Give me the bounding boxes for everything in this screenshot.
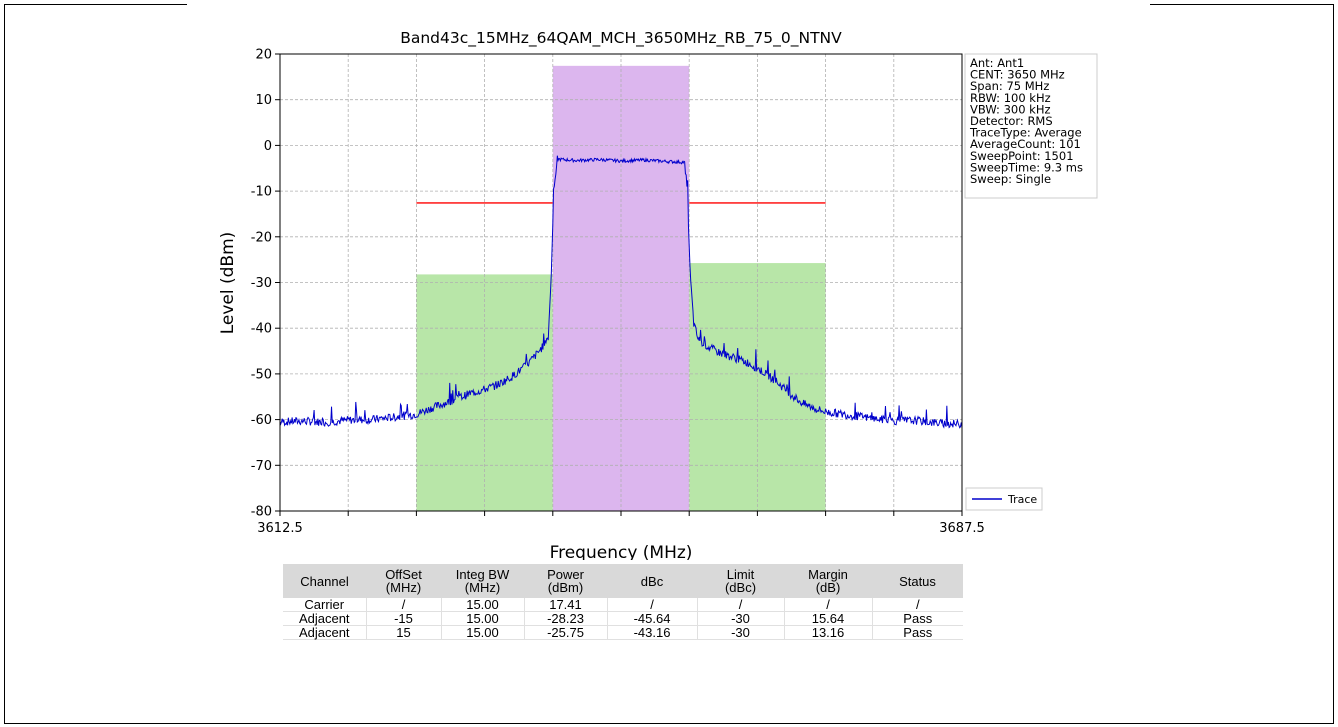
x-tick-label: 3687.5	[939, 521, 985, 536]
table-row: Carrier / 15.00 17.41 / / / /	[283, 598, 963, 612]
results-table-header: Channel OffSet (MHz) Integ BW (MHz) Powe…	[283, 564, 963, 598]
info-line: Sweep: Single	[970, 172, 1051, 186]
y-tick-label: 10	[255, 93, 272, 108]
table-cell: 15.00	[441, 598, 525, 612]
table-cell: Pass	[872, 625, 963, 640]
table-cell: -25.75	[524, 625, 608, 640]
info-line: SweepPoint: 1501	[970, 149, 1074, 163]
y-tick-label: -60	[251, 413, 272, 428]
legend: Trace	[965, 487, 1043, 511]
trace-layer	[279, 155, 963, 429]
x-ticks-layer: 3612.5 3687.5	[257, 511, 985, 536]
page-frame	[4, 4, 1334, 724]
table-cell: 15	[366, 625, 442, 640]
table-cell: 13.16	[784, 625, 873, 640]
table-cell: 17.41	[524, 598, 608, 612]
table-cell: -45.64	[607, 611, 698, 626]
table-cell: Carrier	[283, 598, 367, 612]
table-cell: /	[697, 598, 785, 612]
y-ticks-layer: 20 10 0 -10 -20 -30 -40 -50 -60 -70 -80	[251, 48, 280, 520]
info-line: VBW: 300 kHz	[970, 102, 1051, 116]
info-line: CENT: 3650 MHz	[970, 68, 1065, 82]
table-cell: /	[366, 598, 442, 612]
table-cell: /	[872, 598, 963, 612]
y-tick-label: -70	[251, 459, 272, 474]
table-cell: -15	[366, 611, 442, 626]
info-line: RBW: 100 kHz	[970, 91, 1051, 105]
legend-frame	[965, 487, 1043, 511]
y-tick-label: -30	[251, 276, 272, 291]
col-header-margin: Margin (dB)	[784, 564, 872, 598]
col-header-offset: OffSet (MHz)	[366, 564, 441, 598]
y-axis-label: Level (dBm)	[218, 232, 238, 335]
table-cell: Pass	[872, 611, 963, 626]
col-header-limit: Limit (dBc)	[697, 564, 784, 598]
table-cell: /	[784, 598, 873, 612]
chart-title: Band43c_15MHz_64QAM_MCH_3650MHz_RB_75_0_…	[400, 29, 842, 48]
results-table: Channel OffSet (MHz) Integ BW (MHz) Powe…	[283, 564, 963, 640]
y-tick-label: -80	[251, 505, 272, 520]
info-line: Ant: Ant1	[970, 56, 1024, 70]
top-border-left	[4, 4, 187, 5]
table-cell: 15.00	[441, 625, 525, 640]
y-tick-label: -10	[251, 185, 272, 200]
grid-layer	[280, 54, 962, 511]
y-tick-label: -40	[251, 322, 272, 337]
x-tick-label: 3612.5	[257, 521, 303, 536]
table-cell: Adjacent	[283, 625, 367, 640]
top-border-right	[1150, 4, 1334, 5]
info-line: AverageCount: 101	[970, 137, 1081, 151]
x-axis-label: Frequency (MHz)	[550, 543, 693, 560]
col-header-integ-bw: Integ BW (MHz)	[441, 564, 524, 598]
table-cell: 15.00	[441, 611, 525, 626]
info-line: Detector: RMS	[970, 114, 1053, 128]
col-header-channel: Channel	[283, 564, 366, 598]
table-cell: -43.16	[607, 625, 698, 640]
table-cell: /	[607, 598, 698, 612]
table-row: Adjacent 15 15.00 -25.75 -43.16 -30 13.1…	[283, 625, 963, 640]
y-tick-label: -50	[251, 367, 272, 382]
legend-label: Trace	[1007, 493, 1037, 506]
table-cell: -28.23	[524, 611, 608, 626]
info-line: Span: 75 MHz	[970, 79, 1049, 93]
y-tick-label: 20	[255, 48, 272, 63]
table-row: Adjacent -15 15.00 -28.23 -45.64 -30 15.…	[283, 611, 963, 626]
table-cell: -30	[697, 611, 785, 626]
info-line: TraceType: Average	[969, 126, 1082, 140]
info-box-frame	[964, 53, 1098, 199]
col-header-status: Status	[872, 564, 963, 598]
trace-line	[279, 155, 963, 429]
col-header-dbc: dBc	[607, 564, 697, 598]
info-line: SweepTime: 9.3 ms	[970, 160, 1083, 174]
bands-layer	[416, 65, 826, 511]
table-cell: -30	[697, 625, 785, 640]
table-cell: 15.64	[784, 611, 873, 626]
y-tick-label: -20	[251, 230, 272, 245]
col-header-power: Power (dBm)	[524, 564, 607, 598]
table-cell: Adjacent	[283, 611, 367, 626]
spectrum-chart: 20 10 0 -10 -20 -30 -40 -50 -60 -70 -80 3612.5 3687…	[218, 29, 1098, 560]
y-tick-label: 0	[264, 139, 272, 154]
